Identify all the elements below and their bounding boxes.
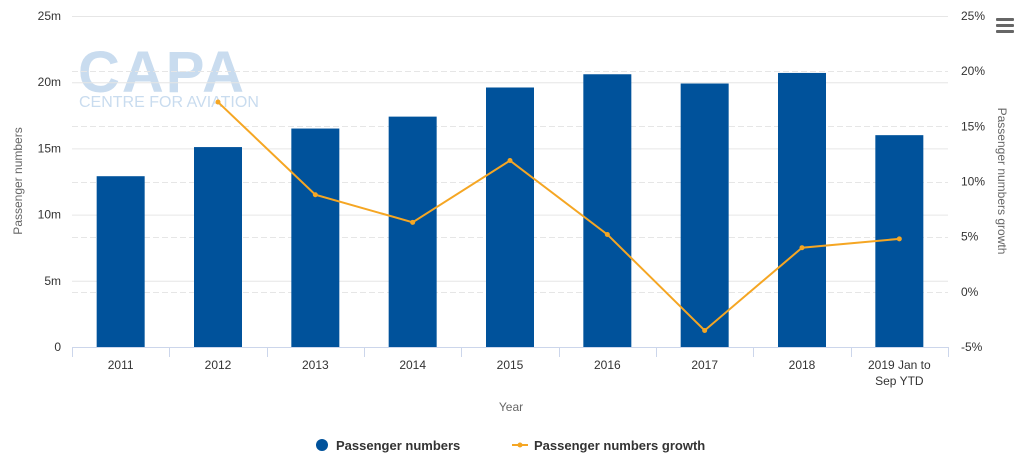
legend-label-passenger-numbers: Passenger numbers xyxy=(336,438,460,453)
growth-point-2016 xyxy=(604,231,610,237)
growth-point-2019 Jan to Sep YTD xyxy=(896,236,902,242)
legend-symbol-point-growth xyxy=(517,442,523,448)
x-tick-label: 2015 xyxy=(497,358,524,372)
hamburger-menu-icon[interactable] xyxy=(996,18,1014,36)
x-tick-label: 2011 xyxy=(108,358,134,372)
bar-series-passenger-numbers xyxy=(96,72,924,348)
growth-point-2012 xyxy=(215,99,221,105)
menu-bar xyxy=(996,24,1014,27)
x-tick-label: 2013 xyxy=(302,358,329,372)
left-tick-label: 15m xyxy=(38,141,61,155)
x-tick-label: Sep YTD xyxy=(875,374,924,388)
bar-2013 xyxy=(291,128,340,347)
capa-watermark-logo: CAPA CENTRE FOR AVIATION xyxy=(78,40,259,111)
right-tick-label: 10% xyxy=(961,175,985,189)
x-tick-label: 2019 Jan to xyxy=(868,358,931,372)
bar-2012 xyxy=(194,147,242,347)
bar-2018 xyxy=(778,72,826,347)
line-series-passenger-numbers-growth xyxy=(215,99,902,333)
growth-point-2013 xyxy=(312,192,318,198)
left-y-axis: 0 5m 10m 15m 20m 25m xyxy=(38,9,62,354)
left-tick-label: 20m xyxy=(38,75,61,89)
menu-bar xyxy=(996,30,1014,33)
growth-point-2018 xyxy=(799,245,805,251)
menu-bar xyxy=(996,18,1014,21)
right-tick-label: 5% xyxy=(961,230,979,244)
right-axis-title: Passenger numbers growth xyxy=(995,108,1009,255)
bar-2016 xyxy=(583,74,632,348)
growth-point-2017 xyxy=(702,327,708,333)
bar-2011 xyxy=(96,176,145,347)
right-y-axis: -5% 0% 5% 10% 15% 20% 25% xyxy=(961,9,985,354)
x-tick-label: 2014 xyxy=(399,358,426,372)
bar-2017 xyxy=(680,83,729,348)
legend-label-passenger-numbers-growth: Passenger numbers growth xyxy=(534,438,705,453)
right-tick-label: 15% xyxy=(961,119,985,133)
legend: Passenger numbers Passenger numbers growt… xyxy=(316,438,705,453)
left-tick-label: 10m xyxy=(38,208,61,222)
x-axis: 2011 2012 2013 2014 2015 2016 2017 2018 2019 Jan… xyxy=(72,347,949,388)
x-tick-label: 2018 xyxy=(789,358,816,372)
left-tick-label: 5m xyxy=(44,274,61,288)
watermark-logo-text: CAPA xyxy=(78,40,246,105)
watermark-subtitle-text: CENTRE FOR AVIATION xyxy=(79,94,259,111)
left-tick-label: 0 xyxy=(54,340,61,354)
left-axis-title: Passenger numbers xyxy=(11,127,25,234)
x-tick-label: 2017 xyxy=(691,358,718,372)
bar-2015 xyxy=(486,87,534,347)
right-tick-label: 20% xyxy=(961,64,985,78)
bar-2014 xyxy=(388,116,437,348)
legend-symbol-passenger-numbers xyxy=(316,439,328,451)
growth-point-2015 xyxy=(507,158,513,164)
growth-point-2014 xyxy=(410,219,416,225)
left-tick-label: 25m xyxy=(38,9,61,23)
growth-line-path xyxy=(217,101,900,332)
right-tick-label: -5% xyxy=(961,340,983,354)
right-tick-label: 25% xyxy=(961,9,985,23)
x-tick-label: 2012 xyxy=(205,358,232,372)
right-tick-label: 0% xyxy=(961,285,979,299)
x-axis-title: Year xyxy=(499,400,523,414)
x-tick-label: 2016 xyxy=(594,358,621,372)
